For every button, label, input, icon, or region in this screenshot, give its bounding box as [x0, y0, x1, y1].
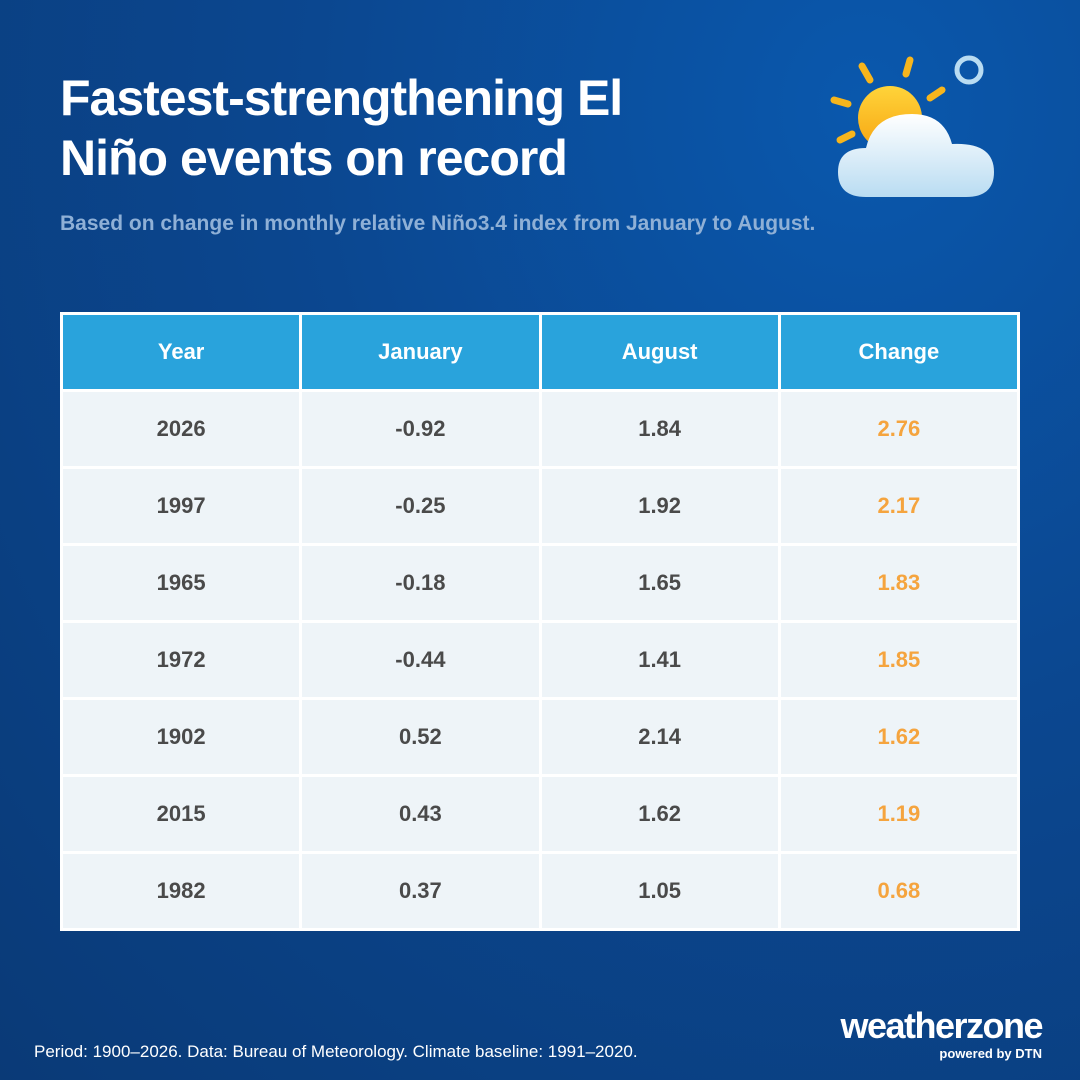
footer-note: Period: 1900–2026. Data: Bureau of Meteo…: [34, 1042, 638, 1061]
table-cell: 1.65: [538, 543, 781, 623]
table-row: 1997 -0.25 1.92 2.17: [59, 466, 1021, 546]
table-cell: 1.62: [538, 774, 781, 854]
table-cell: 1.19: [777, 774, 1021, 854]
table-cell: 0.37: [299, 851, 542, 931]
table-row: 1902 0.52 2.14 1.62: [59, 697, 1021, 777]
table-cell: 1.84: [538, 389, 781, 469]
table-cell: -0.18: [299, 543, 542, 623]
table-cell: -0.25: [299, 466, 542, 546]
table-row: 1982 0.37 1.05 0.68: [59, 851, 1021, 931]
table-cell: 1.85: [777, 620, 1021, 700]
table-cell: 1997: [59, 466, 303, 546]
table-row: 2026 -0.92 1.84 2.76: [59, 389, 1021, 469]
table-cell: 1.41: [538, 620, 781, 700]
table-cell: 2.76: [777, 389, 1021, 469]
column-header: January: [299, 312, 542, 392]
table-cell: 1.83: [777, 543, 1021, 623]
column-header: Year: [59, 312, 303, 392]
table-cell: 1972: [59, 620, 303, 700]
table-cell: 2015: [59, 774, 303, 854]
weather-icon: [830, 55, 994, 197]
table-cell: 0.52: [299, 697, 542, 777]
table-cell: 2.17: [777, 466, 1021, 546]
table-cell: 1902: [59, 697, 303, 777]
table-cell: 1982: [59, 851, 303, 931]
table-cell: 1965: [59, 543, 303, 623]
table-cell: -0.92: [299, 389, 542, 469]
table-row: 2015 0.43 1.62 1.19: [59, 774, 1021, 854]
table-row: 1972 -0.44 1.41 1.85: [59, 620, 1021, 700]
logo-tagline: powered by DTN: [939, 1046, 1042, 1061]
table-cell: 2.14: [538, 697, 781, 777]
table-row: 1965 -0.18 1.65 1.83: [59, 543, 1021, 623]
subtitle: Based on change in monthly relative Niño…: [60, 212, 816, 235]
logo-name: weatherzone: [840, 1005, 1043, 1046]
column-header: Change: [777, 312, 1021, 392]
table-cell: 1.62: [777, 697, 1021, 777]
header-row: Year January August Change: [59, 312, 1021, 392]
table-cell: 1.05: [538, 851, 781, 931]
logo: weatherzone powered by DTN: [840, 1005, 1043, 1062]
table-cell: -0.44: [299, 620, 542, 700]
table-cell: 0.43: [299, 774, 542, 854]
table-cell: 0.68: [777, 851, 1021, 931]
table-body: 2026 -0.92 1.84 2.76 1997 -0.25 1.92 2.17 1965 -0…: [59, 389, 1021, 931]
table-cell: 2026: [59, 389, 303, 469]
title: Fastest-strengthening El Niño events on …: [60, 70, 623, 186]
data-table: Year January August Change 2026 -0.92 1.84 2.7…: [59, 312, 1021, 931]
table-cell: 1.92: [538, 466, 781, 546]
column-header: August: [538, 312, 781, 392]
